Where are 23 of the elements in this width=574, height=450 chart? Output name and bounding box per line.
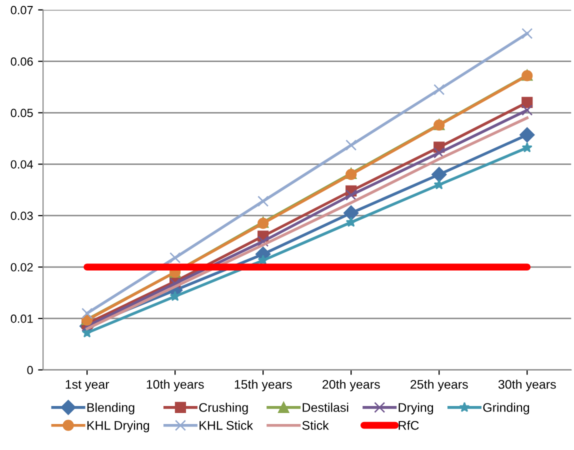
legend-label: Crushing	[199, 402, 248, 414]
x-tick-label: 1st year	[66, 380, 110, 392]
legend-label: KHL Drying	[87, 420, 150, 432]
x-tick-label: 15th years	[234, 380, 292, 392]
y-tick-label: 0.04	[10, 160, 33, 169]
y-tick-label: 0.02	[10, 263, 33, 272]
legend-label: Blending	[87, 402, 134, 414]
y-tick-label: 0	[27, 366, 33, 374]
legend-label: Grinding	[483, 402, 530, 414]
x-tick-label: 30th years	[498, 380, 556, 392]
x-tick-label: 10th years	[146, 380, 204, 392]
legend-label: Drying	[398, 402, 434, 414]
legend-label: Destilasi	[302, 402, 348, 412]
legend-label: RfC	[398, 420, 419, 430]
legend-label: Stick	[302, 420, 329, 430]
y-tick-label: 0.05	[10, 108, 33, 118]
y-tick-label: 0.01	[10, 314, 33, 323]
y-tick-label: 0.06	[10, 57, 33, 66]
y-tick-label: 0.07	[10, 6, 33, 14]
y-tick-label: 0.03	[10, 212, 33, 220]
legend-label: KHL Stick	[200, 420, 254, 430]
x-tick-label: 20th years	[322, 380, 380, 392]
x-tick-label: 25th years	[410, 380, 468, 392]
